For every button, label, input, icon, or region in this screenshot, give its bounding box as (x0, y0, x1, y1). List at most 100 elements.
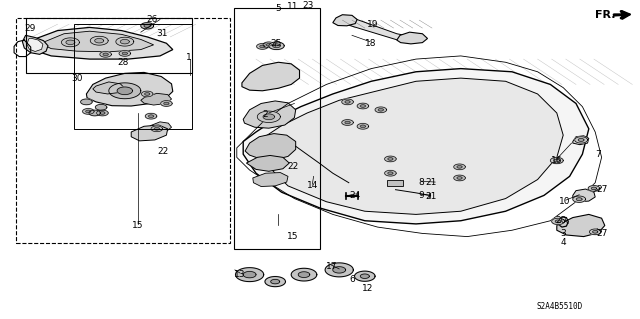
Bar (387, 180, 403, 186)
Text: FR.: FR. (595, 10, 616, 20)
Polygon shape (262, 78, 563, 214)
Polygon shape (271, 279, 280, 284)
Polygon shape (119, 50, 131, 56)
Polygon shape (454, 175, 465, 181)
Polygon shape (148, 115, 154, 117)
Polygon shape (144, 24, 150, 27)
Text: 15: 15 (287, 232, 299, 241)
Polygon shape (95, 39, 104, 43)
Text: 23: 23 (302, 1, 314, 10)
Polygon shape (103, 53, 108, 56)
Polygon shape (263, 114, 275, 120)
Polygon shape (360, 125, 365, 128)
Polygon shape (263, 42, 275, 48)
Polygon shape (345, 100, 350, 103)
Polygon shape (120, 40, 129, 44)
Polygon shape (397, 32, 428, 44)
Text: 6: 6 (349, 275, 355, 284)
Text: 25: 25 (271, 39, 282, 48)
Polygon shape (333, 15, 357, 26)
Polygon shape (141, 91, 153, 97)
Text: 11: 11 (287, 2, 298, 11)
Polygon shape (589, 229, 601, 235)
Polygon shape (345, 121, 350, 124)
Polygon shape (338, 17, 419, 42)
Text: 21: 21 (425, 191, 436, 201)
Polygon shape (242, 62, 300, 91)
Polygon shape (81, 99, 92, 105)
Polygon shape (145, 93, 150, 95)
Polygon shape (45, 31, 154, 52)
Text: 8: 8 (419, 178, 424, 187)
Text: 10: 10 (559, 197, 571, 206)
Polygon shape (151, 126, 163, 132)
Polygon shape (588, 186, 600, 191)
Bar (26, 18, 192, 73)
Polygon shape (149, 122, 172, 132)
Polygon shape (109, 83, 141, 99)
Polygon shape (577, 198, 582, 201)
Text: 27: 27 (596, 185, 607, 194)
Polygon shape (342, 99, 353, 105)
Polygon shape (357, 103, 369, 109)
Polygon shape (291, 268, 317, 281)
Text: 14: 14 (307, 182, 318, 190)
Polygon shape (554, 159, 559, 162)
Polygon shape (131, 125, 168, 141)
Text: 1: 1 (186, 53, 191, 62)
Polygon shape (360, 274, 369, 278)
Polygon shape (116, 37, 134, 46)
Polygon shape (298, 272, 310, 278)
Polygon shape (257, 111, 280, 122)
Polygon shape (141, 93, 172, 105)
Text: 22: 22 (287, 162, 299, 171)
Text: 4: 4 (561, 238, 566, 248)
Polygon shape (325, 263, 353, 277)
Text: 31: 31 (156, 29, 168, 38)
Text: 26: 26 (146, 15, 157, 24)
Text: 24: 24 (349, 191, 361, 200)
Polygon shape (117, 87, 132, 95)
Polygon shape (269, 42, 284, 49)
Polygon shape (333, 267, 346, 273)
Polygon shape (591, 187, 596, 190)
Polygon shape (260, 45, 265, 48)
Polygon shape (557, 214, 605, 237)
Polygon shape (32, 27, 173, 59)
Polygon shape (164, 102, 169, 105)
Polygon shape (457, 177, 462, 179)
Text: 18: 18 (365, 39, 377, 48)
Polygon shape (154, 128, 159, 130)
Text: 19: 19 (367, 20, 379, 29)
Polygon shape (454, 164, 465, 170)
Polygon shape (575, 137, 588, 143)
Polygon shape (141, 23, 154, 29)
Text: 30: 30 (71, 74, 83, 83)
Text: 20: 20 (556, 216, 567, 225)
Polygon shape (573, 136, 589, 145)
Polygon shape (243, 101, 296, 128)
Polygon shape (245, 134, 296, 160)
Polygon shape (378, 108, 383, 111)
Polygon shape (385, 156, 396, 162)
Polygon shape (122, 52, 127, 55)
Polygon shape (246, 155, 289, 171)
Polygon shape (556, 220, 561, 223)
Polygon shape (83, 108, 94, 114)
Text: 17: 17 (326, 262, 337, 271)
Text: 9: 9 (419, 191, 424, 200)
Polygon shape (97, 110, 108, 116)
Text: 27: 27 (596, 229, 607, 238)
Polygon shape (89, 110, 100, 116)
Polygon shape (145, 113, 157, 119)
Polygon shape (86, 110, 91, 113)
Polygon shape (573, 196, 586, 202)
Polygon shape (236, 268, 264, 282)
Text: 12: 12 (362, 285, 374, 293)
Polygon shape (388, 158, 393, 160)
Polygon shape (457, 166, 462, 168)
Polygon shape (265, 277, 285, 287)
Text: 13: 13 (234, 270, 246, 279)
Polygon shape (257, 44, 268, 49)
Polygon shape (550, 157, 563, 164)
